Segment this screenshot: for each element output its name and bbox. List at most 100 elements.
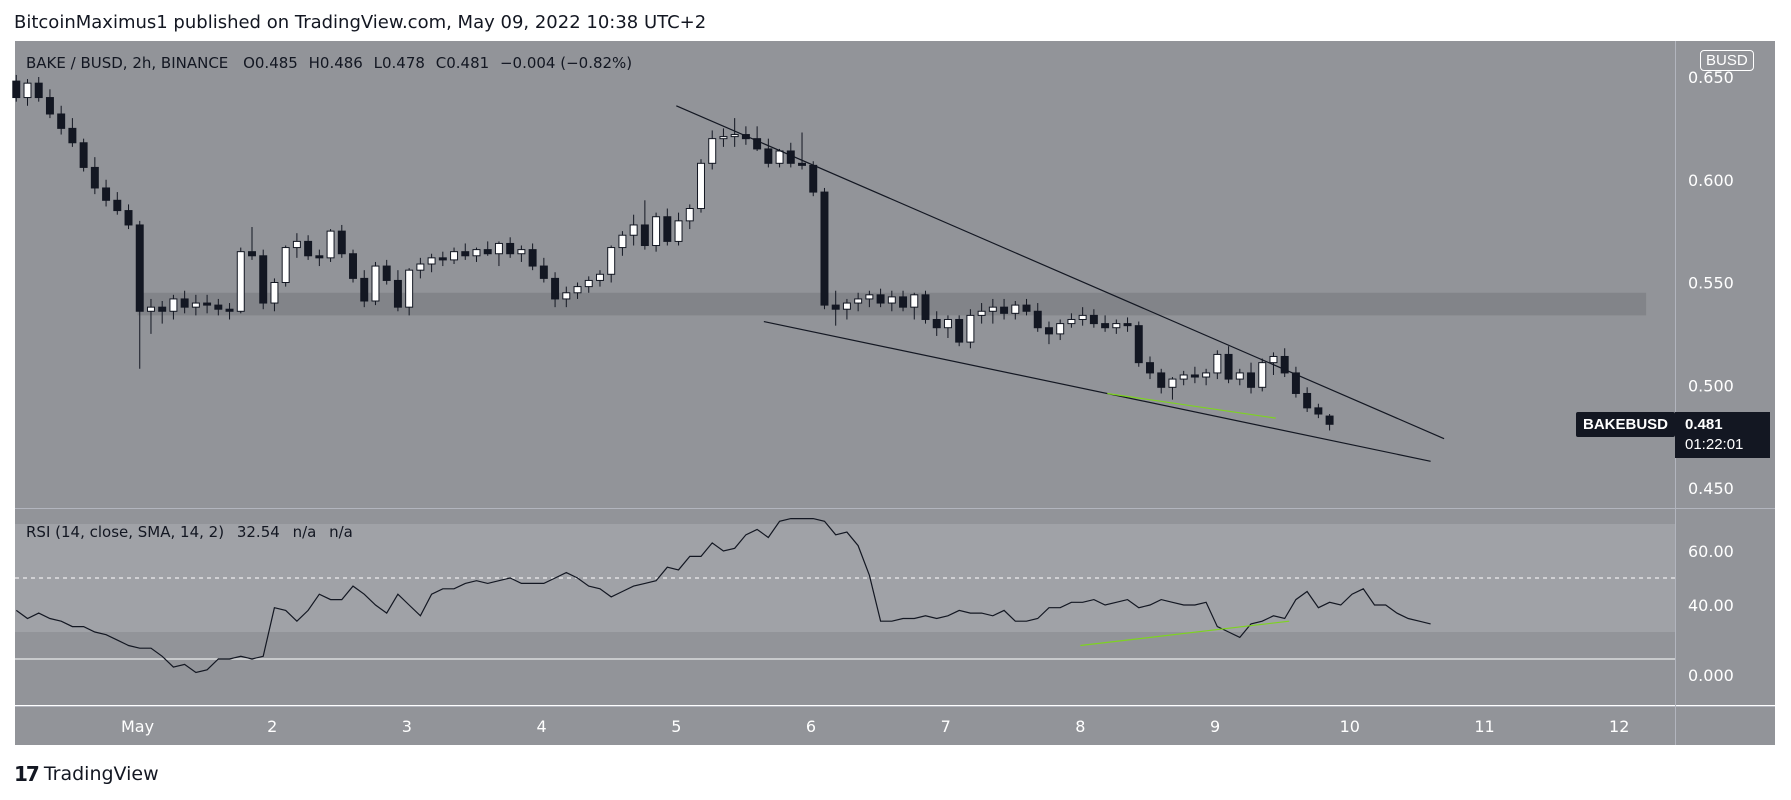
candle (158, 306, 167, 312)
candle (337, 230, 346, 255)
candle (248, 251, 256, 257)
rsi-tick-label: 0.000 (1688, 666, 1734, 685)
candle (1269, 355, 1278, 364)
candle (1213, 353, 1222, 374)
candle (674, 220, 683, 242)
legend-symbol: BAKE / BUSD, 2h, BINANCE (26, 54, 229, 72)
candle (1325, 415, 1334, 425)
candle (775, 150, 784, 164)
candle (607, 247, 616, 275)
time-tick-label: 11 (1474, 717, 1494, 736)
time-tick-label: 3 (402, 717, 412, 736)
candle (528, 249, 537, 267)
candle (360, 277, 369, 302)
candle (517, 249, 526, 255)
time-tick-label: 5 (671, 717, 681, 736)
price-tick-label: 0.450 (1688, 479, 1734, 498)
candle (382, 265, 391, 281)
price-tick-label: 0.650 (1688, 68, 1734, 87)
rsi-legend-na-2: n/a (329, 523, 353, 541)
candle (640, 224, 649, 247)
currency-badge[interactable]: BUSD (1700, 50, 1754, 71)
legend-close-key: C (435, 54, 447, 72)
candle (1314, 407, 1323, 415)
candle (1247, 372, 1255, 388)
time-tick-label: May (121, 717, 154, 736)
legend-close-value: 0.481 (446, 54, 490, 72)
candle (820, 191, 829, 306)
time-tick-label: 4 (537, 717, 547, 736)
rsi-line (15, 517, 1431, 674)
candle (68, 127, 77, 144)
candle (1033, 310, 1042, 329)
candle (57, 113, 66, 129)
time-tick-label: 9 (1210, 717, 1220, 736)
candle (910, 294, 919, 308)
candle (921, 294, 930, 320)
candle (809, 164, 818, 193)
candle (146, 306, 155, 312)
candle (349, 253, 357, 279)
candle (427, 257, 436, 265)
trendline-resistance (676, 105, 1445, 440)
candle (483, 249, 492, 255)
trendline-price-divergence (1107, 392, 1276, 419)
price-tick-label: 0.600 (1688, 171, 1734, 190)
rsi-tick-label: 40.00 (1688, 596, 1734, 615)
time-tick-label: 10 (1340, 717, 1360, 736)
candle (854, 298, 863, 304)
rsi-divergence-line (1080, 620, 1290, 647)
candle (1089, 314, 1098, 325)
legend-open-value: 0.485 (254, 54, 298, 72)
price-pane (15, 41, 1675, 508)
candle (1134, 325, 1143, 364)
candle (932, 318, 941, 329)
candle (1190, 374, 1199, 378)
candle (214, 304, 223, 310)
candle (753, 138, 762, 150)
rsi-legend-label: RSI (14, close, SMA, 14, 2) (26, 523, 225, 541)
candle (1258, 362, 1267, 388)
candle (685, 208, 694, 222)
candle (966, 314, 975, 343)
candle (438, 257, 447, 261)
bar-countdown: 01:22:01 (1685, 436, 1744, 453)
time-tick-label: 12 (1609, 717, 1629, 736)
attribution-text: BitcoinMaximus1 published on TradingView… (14, 12, 707, 33)
candle (315, 255, 324, 259)
candle (798, 162, 806, 166)
tradingview-logo[interactable]: 17 TradingView (14, 762, 159, 786)
candle (180, 298, 189, 308)
candle (1179, 374, 1188, 380)
price-tick-label: 0.550 (1688, 274, 1734, 293)
candle (1235, 372, 1244, 380)
legend-change: −0.004 (−0.82%) (499, 54, 633, 72)
time-tick-label: 7 (941, 717, 951, 736)
candle (1123, 323, 1132, 327)
candle (842, 302, 851, 310)
price-legend: BAKE / BUSD, 2h, BINANCE O0.485 H0.486 L… (26, 54, 632, 72)
candle (876, 294, 885, 304)
candle (1056, 323, 1065, 335)
candle (573, 286, 582, 294)
candle (494, 242, 503, 255)
candle (124, 210, 133, 226)
candle (102, 187, 111, 201)
candle (977, 310, 986, 316)
candle (539, 265, 548, 279)
candle (461, 251, 470, 257)
legend-high-value: 0.486 (319, 54, 363, 72)
trendline-support (763, 320, 1431, 462)
candle (1011, 304, 1020, 314)
price-tick-label: 0.500 (1688, 376, 1734, 395)
rsi-legend-value: 32.54 (236, 523, 280, 541)
candle (988, 306, 997, 312)
legend-high-key: H (308, 54, 320, 72)
time-tick-label: 2 (267, 717, 277, 736)
candle (1224, 353, 1233, 380)
candle (1202, 372, 1211, 378)
last-price: 0.481 (1685, 416, 1723, 433)
candle (1291, 372, 1300, 394)
candle (1022, 304, 1031, 312)
